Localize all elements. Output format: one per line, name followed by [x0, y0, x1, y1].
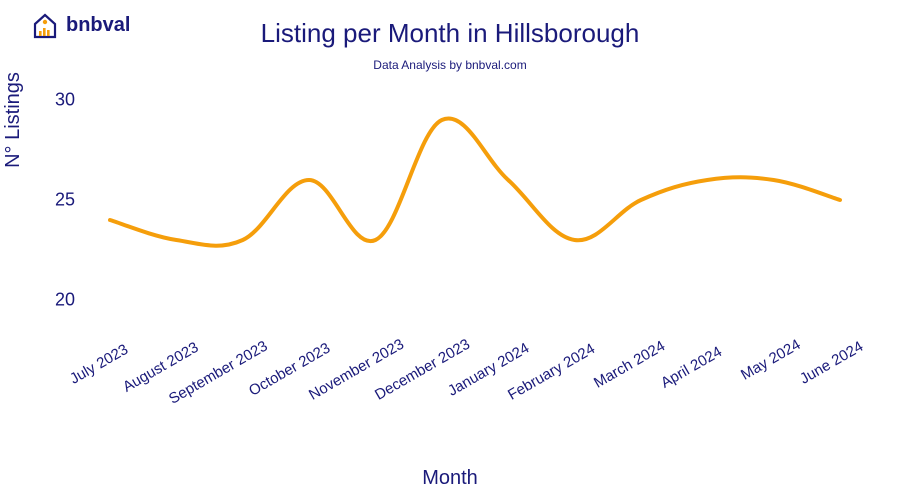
x-tick: May 2024	[738, 336, 804, 384]
x-tick: April 2024	[658, 343, 725, 391]
chart-container: bnbval Listing per Month in Hillsborough…	[0, 0, 900, 500]
line-chart-svg	[80, 80, 870, 340]
x-tick: March 2024	[591, 337, 668, 391]
x-tick: June 2024	[797, 338, 866, 388]
chart-subtitle: Data Analysis by bnbval.com	[0, 58, 900, 72]
x-axis-label: Month	[0, 467, 900, 490]
plot-area	[80, 80, 870, 340]
y-tick: 25	[45, 190, 75, 211]
chart-title: Listing per Month in Hillsborough	[0, 18, 900, 49]
y-axis-label: N° Listings	[2, 60, 25, 180]
y-tick: 20	[45, 290, 75, 311]
y-tick: 30	[45, 90, 75, 111]
data-line	[110, 118, 840, 245]
